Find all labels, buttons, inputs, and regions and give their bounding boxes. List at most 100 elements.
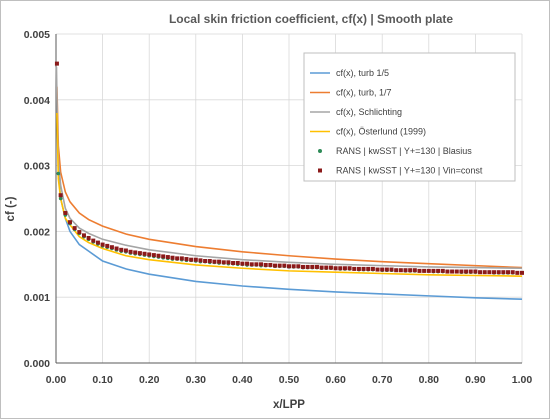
data-point <box>86 235 91 240</box>
data-point <box>310 264 315 269</box>
data-point <box>380 267 385 272</box>
data-point <box>170 255 175 260</box>
data-point <box>384 267 389 272</box>
x-tick-label: 0.50 <box>279 374 300 386</box>
data-point <box>259 262 264 267</box>
series-line-0 <box>57 172 523 300</box>
data-point <box>147 252 152 257</box>
data-point <box>501 270 506 275</box>
data-point <box>175 256 180 261</box>
data-point <box>123 248 128 253</box>
data-point <box>203 259 208 264</box>
data-point <box>100 242 105 247</box>
data-point <box>231 260 236 265</box>
data-point <box>287 264 291 269</box>
data-point <box>193 257 198 262</box>
legend-entry: cf(x), Schlichting <box>310 107 402 117</box>
data-point <box>417 268 422 273</box>
data-point <box>133 250 138 255</box>
data-point <box>114 246 119 251</box>
data-point <box>273 263 278 268</box>
data-point <box>72 226 77 231</box>
ticks-layer: 0.000 0.001 0.002 0.003 0.004 0.005 0.00 0.10 0.… <box>24 29 533 386</box>
data-point <box>263 262 268 267</box>
legend-label: cf(x), turb, 1/7 <box>336 88 392 98</box>
y-tick-label: 0.004 <box>24 95 50 107</box>
legend-swatch <box>318 168 322 173</box>
data-point <box>77 230 82 235</box>
data-point <box>128 249 133 254</box>
data-point <box>240 261 245 266</box>
data-point <box>207 259 212 264</box>
data-point <box>119 247 124 252</box>
legend-entry: RANS | kwSST | Y+=130 | Blasius <box>318 146 472 156</box>
data-point <box>464 269 469 274</box>
data-point <box>520 270 524 275</box>
data-point <box>487 270 492 275</box>
y-tick-label: 0.001 <box>24 292 50 304</box>
data-point <box>161 254 166 259</box>
data-point <box>184 257 189 262</box>
data-point <box>338 266 343 271</box>
data-point <box>305 264 310 269</box>
data-point <box>212 259 217 264</box>
legend-entry: cf(x), Österlund (1999) <box>310 127 426 137</box>
data-point <box>408 268 413 273</box>
data-point <box>63 210 68 215</box>
x-tick-label: 1.00 <box>512 374 533 386</box>
data-point <box>217 259 222 264</box>
data-point <box>81 233 86 238</box>
x-tick-label: 0.10 <box>92 374 113 386</box>
legend-label: cf(x), Österlund (1999) <box>336 127 426 137</box>
data-point <box>291 264 296 269</box>
data-point <box>151 253 156 258</box>
data-point <box>142 251 147 256</box>
data-point <box>389 267 394 272</box>
legend-label: cf(x), Schlichting <box>336 107 402 117</box>
data-point <box>249 262 254 267</box>
data-point <box>58 193 63 198</box>
x-tick-label: 0.00 <box>46 374 67 386</box>
data-point <box>300 264 305 269</box>
data-point <box>226 260 231 265</box>
y-tick-label: 0.003 <box>24 161 50 173</box>
data-point <box>268 262 273 267</box>
data-point <box>394 268 399 273</box>
data-point <box>221 260 226 265</box>
data-point <box>454 269 459 274</box>
data-point <box>58 196 63 201</box>
x-tick-label: 0.70 <box>372 374 393 386</box>
scatter-series-1 <box>54 61 524 275</box>
legend-items: cf(x), turb 1/5 cf(x), turb, 1/7 cf(x), Sc… <box>310 68 483 176</box>
data-point <box>245 261 250 266</box>
legend-entry: RANS | kwSST | Y+=130 | Vin=const <box>318 166 483 176</box>
data-point <box>450 269 455 274</box>
data-point <box>412 268 417 273</box>
data-point <box>482 270 487 275</box>
chart-title: Local skin friction coefficient, cf(x) |… <box>169 12 453 26</box>
data-point <box>356 266 361 271</box>
data-point <box>375 267 380 272</box>
x-tick-label: 0.80 <box>419 374 440 386</box>
data-point <box>370 266 375 271</box>
x-tick-label: 0.30 <box>186 374 207 386</box>
axes-layer <box>55 34 522 364</box>
data-point <box>137 251 142 256</box>
data-point <box>235 260 240 265</box>
data-point <box>366 266 371 271</box>
x-tick-label: 0.40 <box>232 374 253 386</box>
data-point <box>319 265 324 270</box>
data-point <box>324 265 329 270</box>
data-point <box>254 262 259 267</box>
y-tick-label: 0.005 <box>24 29 50 41</box>
data-point <box>328 265 333 270</box>
data-point <box>352 266 357 271</box>
data-point <box>496 270 501 275</box>
legend-entry: cf(x), turb, 1/7 <box>310 88 392 98</box>
data-point <box>473 269 478 274</box>
data-point <box>95 240 100 245</box>
data-point <box>198 258 203 263</box>
y-tick-label: 0.002 <box>24 226 50 238</box>
